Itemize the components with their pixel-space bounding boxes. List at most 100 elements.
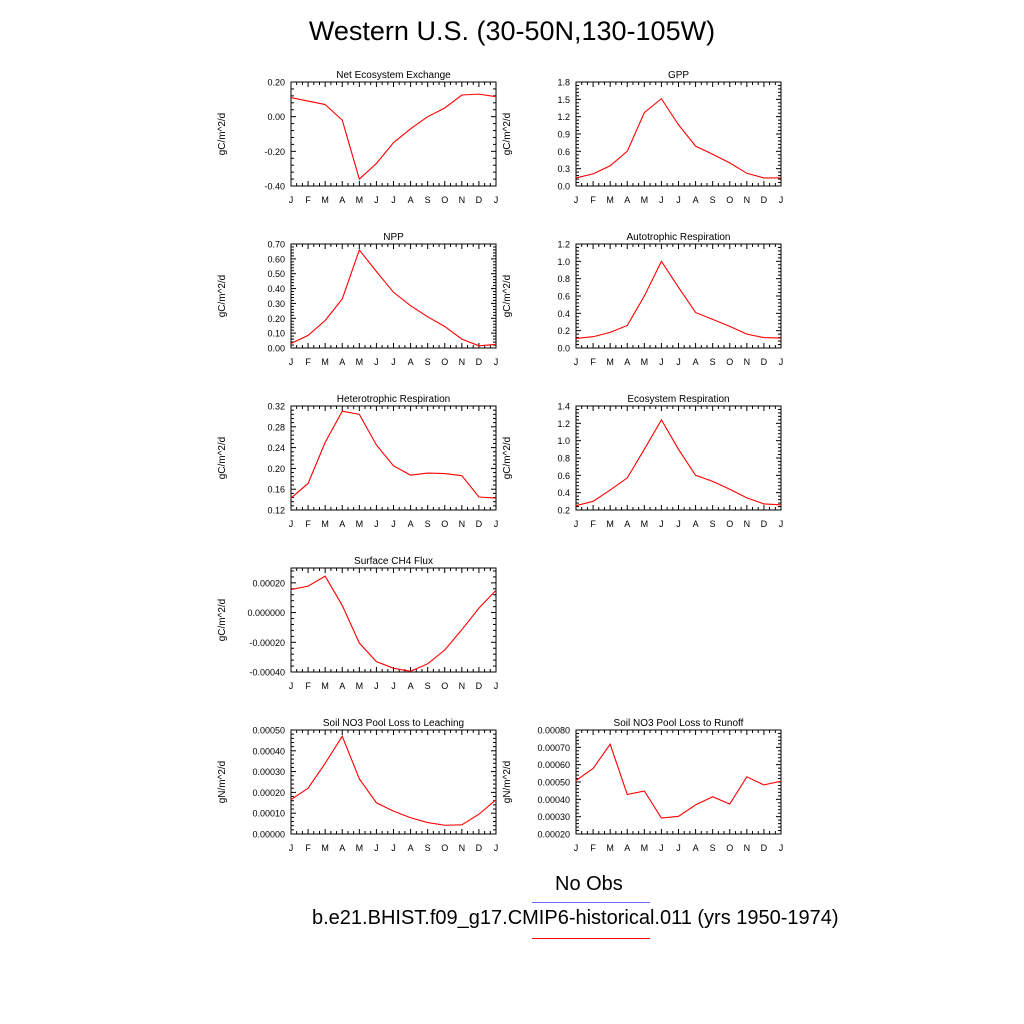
y-axis-label: gC/m^2/d [217, 113, 228, 156]
x-tick-label: A [339, 843, 345, 853]
y-tick-label: 0.4 [557, 488, 570, 498]
x-tick-label: F [305, 519, 311, 529]
x-tick-label: O [441, 519, 448, 529]
x-tick-label: N [744, 519, 751, 529]
x-tick-label: J [391, 843, 396, 853]
y-axis-label: gC/m^2/d [502, 275, 513, 318]
y-tick-label: 0.8 [557, 274, 570, 284]
y-tick-label: 0.4 [557, 309, 570, 319]
y-tick-label: 0.20 [267, 78, 285, 88]
y-tick-label: 0.00060 [537, 760, 570, 770]
y-tick-label: 0.28 [267, 422, 285, 432]
x-tick-label: J [374, 843, 379, 853]
x-tick-label: O [726, 519, 733, 529]
x-tick-label: D [761, 195, 768, 205]
x-tick-label: N [459, 357, 466, 367]
plot-frame [290, 405, 497, 511]
x-tick-label: O [441, 195, 448, 205]
x-tick-label: J [574, 195, 579, 205]
legend-obs-label: No Obs [555, 873, 623, 895]
chart-title: Surface CH4 Flux [354, 556, 433, 567]
x-tick-label: J [494, 519, 499, 529]
y-tick-label: 0.8 [557, 454, 570, 464]
y-tick-label: 0.00010 [252, 809, 285, 819]
x-tick-label: J [676, 843, 681, 853]
x-tick-label: D [476, 519, 483, 529]
y-tick-label: 0.00020 [252, 788, 285, 798]
y-tick-label: 0.00080 [537, 726, 570, 736]
series-line [575, 97, 781, 179]
y-tick-label: 1.2 [557, 112, 570, 122]
x-tick-label: M [321, 357, 329, 367]
plot-frame [290, 81, 497, 187]
x-tick-label: F [590, 357, 596, 367]
y-tick-label: -0.20 [264, 147, 285, 157]
y-tick-label: 0.50 [267, 269, 285, 279]
x-tick-label: A [408, 195, 414, 205]
x-tick-label: D [476, 843, 483, 853]
x-tick-label: O [726, 195, 733, 205]
y-tick-label: 0.10 [267, 329, 285, 339]
x-tick-label: F [590, 519, 596, 529]
y-tick-label: 1.2 [557, 240, 570, 250]
y-tick-label: 0.24 [267, 443, 285, 453]
y-axis-label: gC/m^2/d [502, 113, 513, 156]
x-tick-label: J [659, 519, 664, 529]
plot-frame [575, 81, 782, 187]
x-tick-label: S [710, 519, 716, 529]
y-tick-label: 0.000000 [247, 608, 285, 618]
x-tick-label: J [289, 195, 294, 205]
x-tick-label: J [289, 843, 294, 853]
x-tick-label: J [779, 195, 784, 205]
y-tick-label: 0.00000 [252, 830, 285, 840]
x-tick-label: O [726, 357, 733, 367]
x-tick-label: N [744, 843, 751, 853]
x-tick-label: J [289, 519, 294, 529]
x-tick-label: M [641, 357, 649, 367]
x-tick-label: F [305, 843, 311, 853]
x-tick-label: J [574, 519, 579, 529]
x-tick-label: J [779, 843, 784, 853]
chart-leach: Soil NO3 Pool Loss to Leaching gN/m^2/d J F… [217, 718, 498, 853]
y-tick-label: 0.00030 [537, 812, 570, 822]
x-tick-label: J [494, 357, 499, 367]
x-tick-label: M [321, 843, 329, 853]
x-tick-label: A [339, 195, 345, 205]
y-tick-label: 0.20 [267, 314, 285, 324]
y-tick-label: 0.2 [557, 506, 570, 516]
x-tick-label: J [676, 519, 681, 529]
x-tick-label: S [710, 357, 716, 367]
y-axis-label: gC/m^2/d [217, 599, 228, 642]
x-tick-label: A [693, 519, 699, 529]
y-tick-label: 1.2 [557, 419, 570, 429]
chart-title: Ecosystem Respiration [627, 394, 729, 405]
x-tick-label: S [710, 195, 716, 205]
x-tick-label: A [693, 843, 699, 853]
x-tick-label: N [459, 519, 466, 529]
x-tick-label: M [356, 357, 364, 367]
x-tick-label: A [408, 843, 414, 853]
series-line [575, 418, 782, 507]
x-tick-label: D [476, 681, 483, 691]
x-tick-label: J [574, 357, 579, 367]
y-tick-label: 0.00070 [537, 743, 570, 753]
x-tick-label: J [574, 843, 579, 853]
x-tick-label: N [459, 195, 466, 205]
y-tick-label: 0.40 [267, 284, 285, 294]
y-tick-label: 1.0 [557, 257, 570, 267]
x-tick-label: M [356, 195, 364, 205]
y-tick-label: 0.0 [557, 344, 570, 354]
x-tick-label: S [425, 843, 431, 853]
legend-obs-line [532, 902, 650, 903]
x-tick-label: J [289, 681, 294, 691]
x-tick-label: A [693, 195, 699, 205]
